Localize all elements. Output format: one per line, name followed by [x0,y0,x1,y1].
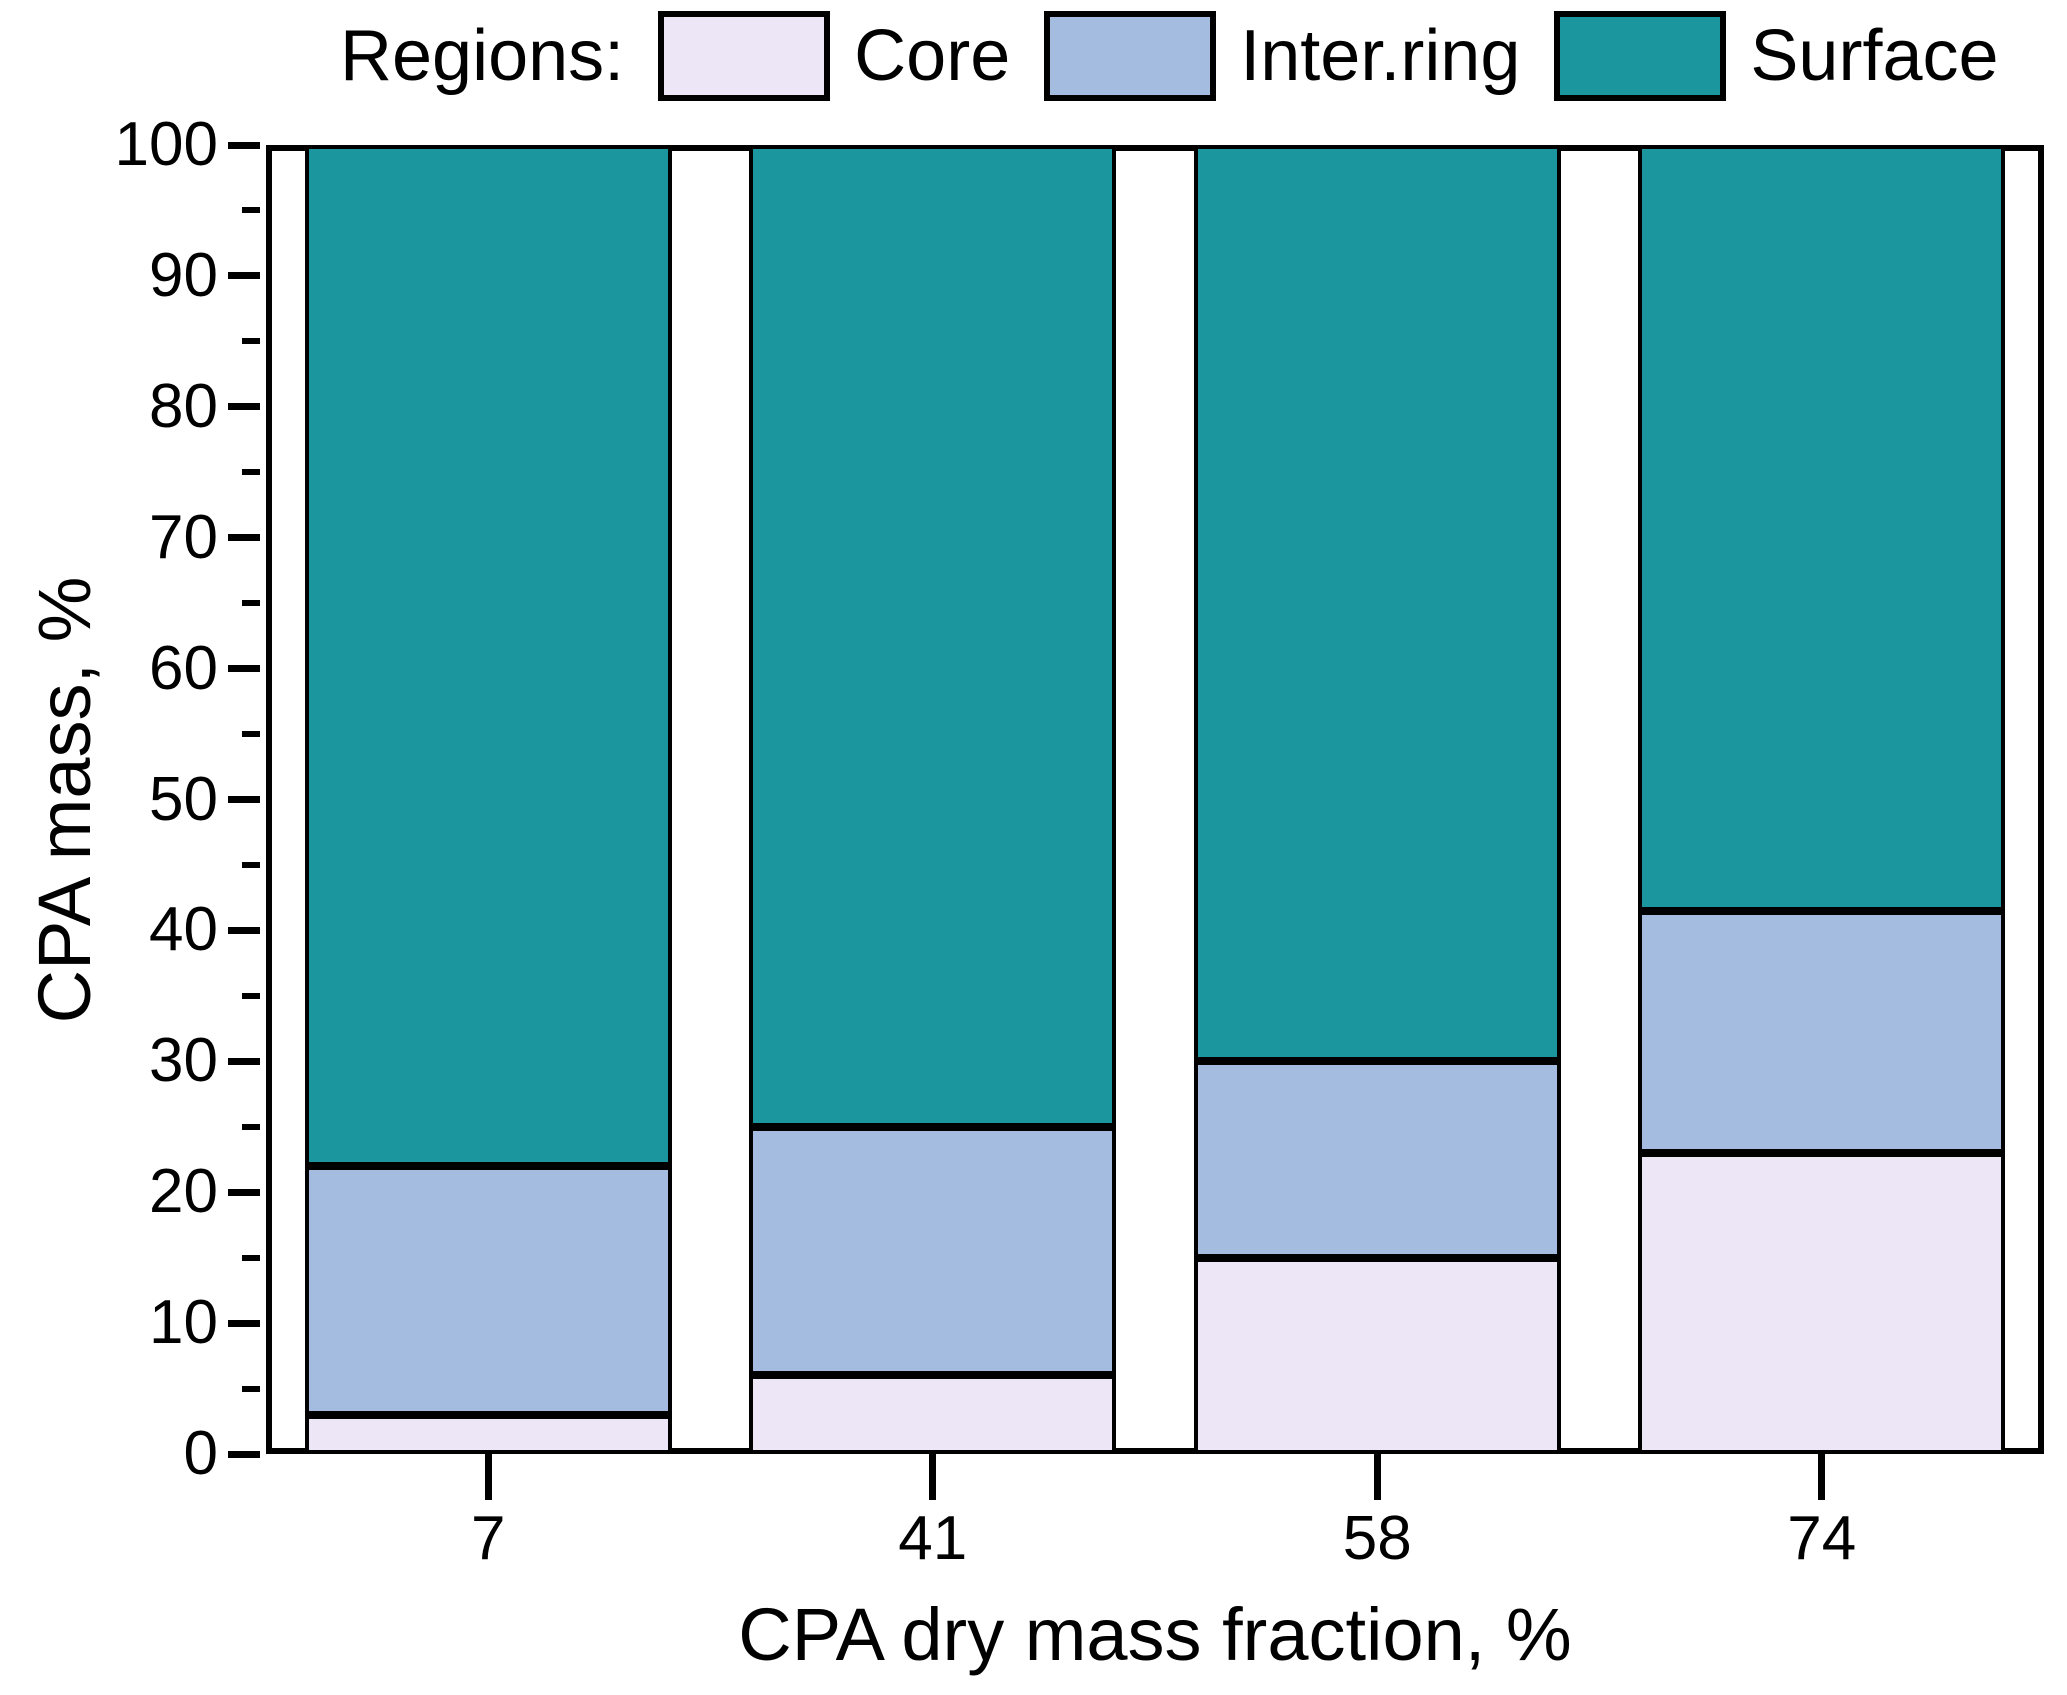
y-axis-major-tick [228,534,260,542]
y-axis-minor-tick [242,207,260,214]
legend-title: Regions: [340,16,625,96]
bar-segment-surface [1638,145,2006,911]
y-axis-minor-tick [242,1385,260,1392]
y-axis-major-tick [228,403,260,411]
x-axis-tick-label: 74 [1787,1504,1857,1573]
y-axis-tick-label: 50 [149,764,218,834]
y-axis-tick-label: 30 [149,1026,218,1096]
bar-segment-inter-ring [1193,1061,1561,1258]
bar-segment-inter-ring [1638,910,2006,1153]
x-axis-tick [1373,1454,1381,1500]
legend: Regions: Core Inter.ring Surface [340,8,1999,104]
y-axis-tick-label: 10 [149,1288,218,1358]
bar-segment-inter-ring [749,1126,1117,1376]
y-axis-major-tick [228,1319,260,1327]
x-axis-tick-label: 41 [898,1504,968,1573]
legend-swatch [1044,11,1217,101]
bar-segment-surface [749,145,1117,1127]
x-axis-tick [929,1454,937,1500]
y-axis-minor-tick [242,731,260,738]
y-axis-tick-label: 20 [149,1157,218,1227]
y-axis-major-tick [228,141,260,149]
bar-segment-surface [304,145,672,1167]
y-axis-minor-tick [242,338,260,345]
y-axis-major-tick [228,796,260,803]
y-axis-major-tick [228,1057,260,1065]
y-axis-tick-label: 80 [149,371,218,441]
x-axis-title: CPA dry mass fraction, % [738,1593,1572,1676]
y-axis-minor-tick [242,469,260,476]
y-axis-tick-label: 100 [114,110,218,179]
y-axis-tick-label: 40 [149,895,218,965]
x-axis-tick [1818,1454,1826,1500]
y-axis-minor-tick [242,992,260,999]
legend-item-core: Core [658,11,1010,101]
bar-segment-core [1638,1152,2006,1454]
legend-swatch [658,11,831,101]
bar-segment-inter-ring [304,1166,672,1415]
legend-item-label: Surface [1750,16,1999,96]
y-axis-minor-tick [242,1123,260,1130]
bar-segment-surface [1193,145,1561,1062]
y-axis-minor-tick [242,861,260,868]
y-axis-major-tick [228,926,260,934]
x-axis-tick-label: 58 [1342,1504,1412,1573]
x-axis-tick-label: 7 [471,1504,506,1573]
legend-swatch [1554,11,1727,101]
y-axis-tick-label: 0 [183,1419,218,1488]
bar-segment-core [304,1414,672,1454]
legend-item-label: Core [854,16,1011,96]
legend-item-label: Inter.ring [1240,16,1521,96]
y-axis-tick-label: 60 [149,633,218,703]
legend-item-surface: Surface [1554,11,1999,101]
x-axis-tick [484,1454,492,1500]
bar-segment-core [749,1375,1117,1454]
y-axis-major-tick [228,1450,260,1458]
y-axis-tick-label: 70 [149,502,218,572]
y-axis-minor-tick [242,1254,260,1261]
y-axis-minor-tick [242,600,260,607]
y-axis-tick-label: 90 [149,240,218,310]
y-axis-major-tick [228,665,260,673]
y-axis-major-tick [228,1188,260,1196]
bar-segment-core [1193,1257,1561,1454]
y-axis-major-tick [228,272,260,280]
legend-item-inter-ring: Inter.ring [1044,11,1520,101]
